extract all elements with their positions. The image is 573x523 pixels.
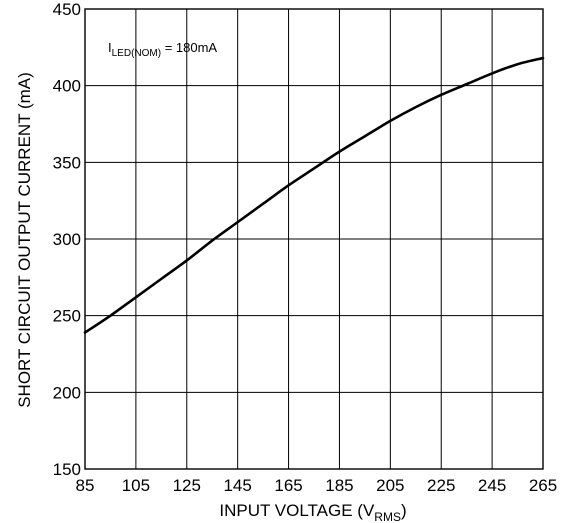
x-axis-title: INPUT VOLTAGE (VRMS) (219, 501, 406, 523)
x-tick-label: 145 (223, 476, 251, 495)
y-tick-label: 300 (53, 230, 81, 249)
y-tick-label: 150 (53, 460, 81, 479)
x-tick-label: 205 (376, 476, 404, 495)
x-axis-title-close: ) (401, 501, 407, 520)
y-axis-title: SHORT CIRCUIT OUTPUT CURRENT (mA) (15, 72, 34, 408)
y-tick-label: 200 (53, 383, 81, 402)
annotation-main: I (108, 40, 112, 55)
x-axis-title-sub: RMS (374, 510, 401, 523)
series-line (83, 56, 545, 334)
y-tick-labels: 150 200 250 300 350 400 450 (53, 0, 81, 479)
y-tick-label: 350 (53, 153, 81, 172)
plot-frame (84, 8, 544, 470)
annotation-rest: = 180mA (161, 40, 217, 55)
x-axis-title-main: INPUT VOLTAGE (V (219, 501, 375, 520)
x-tick-labels: 85 105 125 145 165 185 205 225 245 265 (76, 476, 558, 495)
annotation-sub: LED(NOM) (112, 48, 161, 59)
y-tick-label: 250 (53, 307, 81, 326)
annotation: ILED(NOM) = 180mA (108, 40, 217, 59)
x-tick-label: 105 (122, 476, 150, 495)
y-tick-label: 450 (53, 0, 81, 19)
x-tick-label: 245 (478, 476, 506, 495)
x-tick-label: 185 (325, 476, 353, 495)
y-tick-label: 400 (53, 77, 81, 96)
x-tick-label: 265 (529, 476, 557, 495)
x-tick-label: 225 (427, 476, 455, 495)
x-tick-label: 125 (173, 476, 201, 495)
x-tick-label: 85 (76, 476, 95, 495)
grid (84, 8, 544, 470)
x-tick-label: 165 (274, 476, 302, 495)
